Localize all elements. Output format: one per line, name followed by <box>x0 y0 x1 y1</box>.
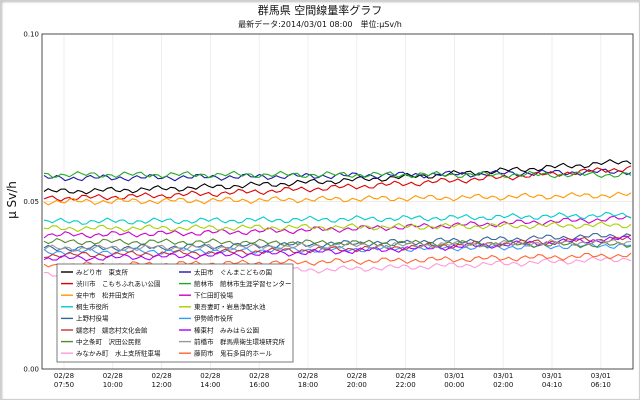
x-tick-date: 02/28 <box>152 372 172 380</box>
x-tick-date: 03/01 <box>444 372 464 380</box>
series-line <box>43 238 632 252</box>
x-tick-time: 06:10 <box>591 381 611 389</box>
x-tick-time: 04:10 <box>542 381 562 389</box>
legend-label: 桐生市役所 <box>76 302 109 311</box>
series-line <box>43 221 632 233</box>
legend-label: 渋川市 こもちふれあい公園 <box>76 279 161 288</box>
y-ticks: 0.00 0.05 0.10 <box>23 31 39 374</box>
series-line <box>43 215 632 239</box>
x-tick-time: 18:00 <box>298 381 318 389</box>
x-tick-date: 02/28 <box>347 372 367 380</box>
legend-label: 太田市 ぐんまこどもの国 <box>194 267 272 276</box>
legend-label: 上野村役場 <box>76 314 109 323</box>
x-tick-date: 02/28 <box>249 372 269 380</box>
x-tick-time: 07:50 <box>54 381 74 389</box>
x-tick-date: 02/28 <box>103 372 123 380</box>
y-tick-label: 0.00 <box>23 366 39 374</box>
x-tick-date: 03/01 <box>591 372 611 380</box>
legend-label: 館林市 館林市生涯学習センター <box>194 279 292 288</box>
series-line <box>43 191 632 206</box>
series-line <box>43 235 632 262</box>
x-tick-date: 02/28 <box>54 372 74 380</box>
x-tick-date: 02/28 <box>396 372 416 380</box>
legend-label: 榛東村 みみはら公園 <box>194 325 259 334</box>
series-line <box>43 211 632 225</box>
chart-title: 群馬県 空間線量率グラフ <box>258 3 383 17</box>
legend-label: 安中市 松井田支所 <box>76 291 135 300</box>
legend-label: 中之条町 沢田公民館 <box>76 337 142 346</box>
x-ticks: 02/2807:5002/2810:0002/2812:0002/2814:00… <box>54 372 611 389</box>
legend-label: 下仁田町役場 <box>194 291 234 300</box>
x-tick-time: 20:00 <box>347 381 367 389</box>
legend-label: 前橋市 群馬県衛生環境研究所 <box>194 337 286 346</box>
legend-label: みなかみ町 水上支所駐車場 <box>76 349 161 358</box>
legend-label: 伊勢崎市役所 <box>194 314 234 323</box>
y-axis-label: μ Sv/h <box>5 181 19 219</box>
x-tick-time: 10:00 <box>103 381 123 389</box>
x-tick-time: 00:00 <box>444 381 464 389</box>
x-tick-time: 14:00 <box>200 381 220 389</box>
chart-subtitle: 最新データ:2014/03/01 08:00 単位:μSv/h <box>238 19 402 29</box>
x-tick-date: 03/01 <box>542 372 562 380</box>
legend-label: 嬬恋村 嬬恋村文化会館 <box>76 325 148 334</box>
x-tick-date: 02/28 <box>200 372 220 380</box>
x-tick-date: 02/28 <box>298 372 318 380</box>
legend-label: 藤岡市 鬼石多目的ホール <box>194 349 273 358</box>
series-line <box>43 165 632 202</box>
series-line <box>43 237 632 249</box>
series-line <box>43 158 632 195</box>
y-tick-label: 0.10 <box>23 31 39 39</box>
x-tick-time: 02:00 <box>493 381 513 389</box>
legend-box <box>56 263 294 363</box>
legend-label: 東吾妻町・岩島浄配水池 <box>194 302 266 311</box>
y-tick-label: 0.05 <box>23 198 39 206</box>
x-tick-time: 12:00 <box>152 381 172 389</box>
plot-border <box>41 33 634 370</box>
series-lines <box>43 158 632 280</box>
series-line <box>43 170 632 179</box>
legend-label: みどり市 東支所 <box>76 267 129 276</box>
x-tick-time: 22:00 <box>396 381 416 389</box>
x-tick-time: 16:00 <box>249 381 269 389</box>
plot-area <box>41 33 634 370</box>
x-tick-date: 03/01 <box>493 372 513 380</box>
series-line <box>43 234 632 259</box>
